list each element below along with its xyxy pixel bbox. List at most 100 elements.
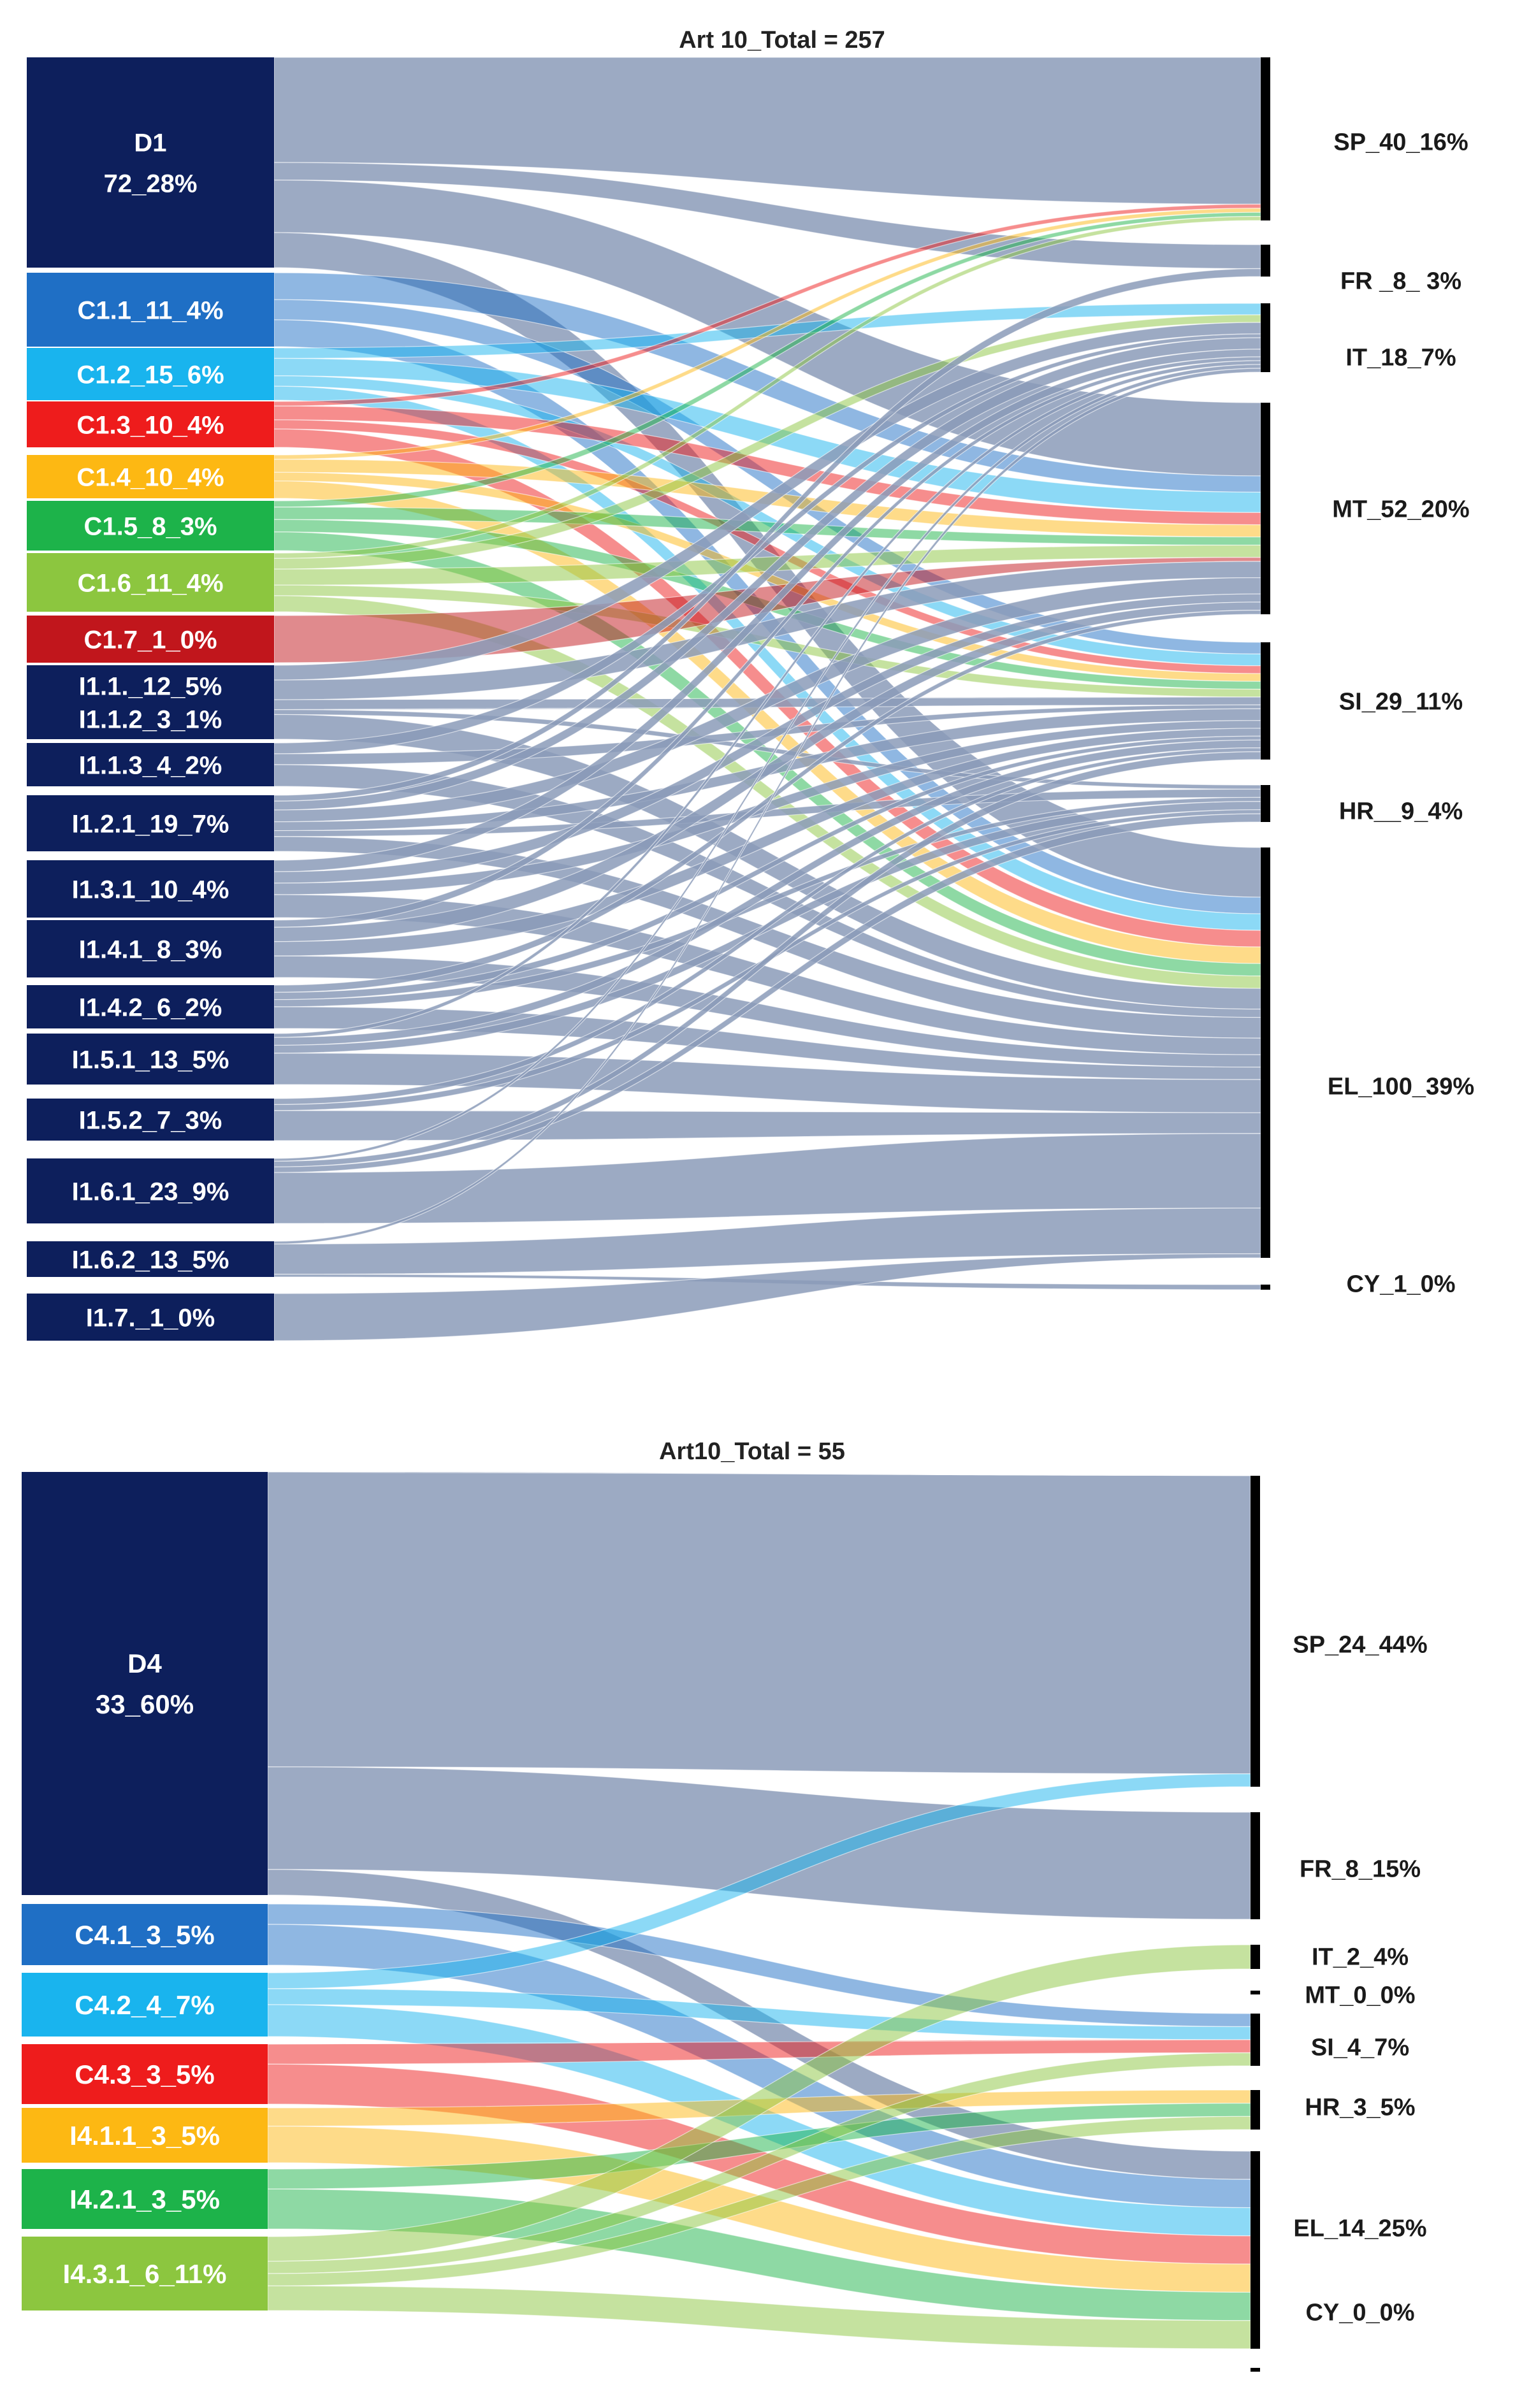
target-node-mt: MT_0_0% [1250,1982,1416,2009]
target-label-si: SI_4_7% [1311,2035,1409,2061]
source-label-c1-7: C1.7_1_0% [83,626,217,654]
source-node-i1-6-1: I1.6.1_23_9% [27,1158,274,1223]
source-node-i4-3-1: I4.3.1_6_11% [22,2237,268,2311]
source-label-d1: D1 [134,129,166,157]
source-box-i1-4-2 [27,985,274,1028]
source-label-d1: 72_28% [104,169,198,198]
source-node-d4: D4 33_60% [22,1472,268,1895]
source-label-i1-5-2: I1.5.2_7_3% [79,1106,222,1134]
source-label-c4-2: C4.2_4_7% [75,1990,215,2020]
source-node-i1-2-1: I1.2.1_19_7% [27,795,274,851]
source-box-i1-2-1 [27,795,274,851]
target-label-fr: FR_8_15% [1300,1856,1421,1883]
flow-layer [267,1471,1251,2349]
target-label-it: IT_18_7% [1345,345,1456,371]
source-label-i1-1: I1.1.2_3_1% [79,705,222,733]
target-node-cy: CY_0_0% [1250,2300,1415,2372]
target-bar-it [1250,1945,1260,1969]
target-bar-sp [1261,57,1270,220]
source-box-c1-5 [27,501,274,551]
source-box-i1-6-1 [27,1158,274,1223]
source-node-i1-4-1: I1.4.1_8_3% [27,920,274,977]
target-label-cy: CY_1_0% [1346,1271,1455,1298]
target-label-cy: CY_0_0% [1305,2300,1414,2326]
source-node-i1-1-3: I1.1.3_4_2% [27,743,274,786]
source-label-c1-6: C1.6_11_4% [77,569,223,597]
target-node-hr: HR_3_5% [1250,2090,1416,2130]
source-node-layer: D1 72_28% C1.1_11_4% C1.2_15_6% C1.3_10_4% C1… [27,57,274,1341]
target-bar-si [1261,642,1270,760]
target-bar-el [1261,847,1270,1258]
source-label-i1-4-1: I1.4.1_8_3% [79,935,222,963]
chart-title: Art 10_Total = 257 [679,27,885,54]
source-box-i1-6-2 [27,1241,274,1277]
target-node-fr: FR_8_15% [1250,1812,1421,1919]
target-label-sp: SP_40_16% [1333,129,1468,156]
chart-title: Art10_Total = 55 [659,1438,845,1465]
sankey-panel-art10-total-257: Art 10_Total = 257 D1 72_28% C1.1_11_4% C1.… [27,27,1474,1341]
source-label-i1-5-1: I1.5.1_13_5% [72,1046,229,1074]
source-label-i1-1: I1.1._12_5% [79,672,222,700]
target-node-it: IT_18_7% [1261,303,1456,372]
target-bar-el [1250,2151,1260,2349]
target-bar-it [1261,303,1270,372]
source-label-i1-1-3: I1.1.3_4_2% [79,751,222,779]
target-label-mt: MT_52_20% [1332,496,1469,523]
source-label-c1-2: C1.2_15_6% [76,361,224,389]
source-label-c1-3: C1.3_10_4% [76,411,224,439]
source-box-c4-3 [22,2044,268,2104]
target-node-si: SI_4_7% [1250,2014,1409,2066]
source-node-i1-5-2: I1.5.2_7_3% [27,1099,274,1141]
source-box-i4-2-1 [22,2169,268,2229]
target-bar-si [1250,2014,1260,2066]
source-label-c4-3: C4.3_3_5% [75,2059,215,2089]
target-node-sp: SP_40_16% [1261,57,1468,220]
source-label-i1-3-1: I1.3.1_10_4% [72,876,229,904]
source-box-c1-1 [27,273,274,347]
source-label-i4-2-1: I4.2.1_3_5% [69,2184,220,2214]
flow-layer [273,57,1261,1341]
target-label-hr: HR__9_4% [1339,798,1463,825]
source-box-c1-3 [27,401,274,447]
source-node-c4-1: C4.1_3_5% [22,1904,268,1965]
source-node-i1-6-2: I1.6.2_13_5% [27,1241,274,1277]
target-label-mt: MT_0_0% [1305,1982,1415,2009]
target-bar-mt [1261,403,1270,614]
target-node-hr: HR__9_4% [1261,785,1463,825]
source-box-i1-3-1 [27,860,274,918]
source-node-c1-6: C1.6_11_4% [27,553,274,612]
target-bar-fr [1261,245,1270,277]
target-label-si: SI_29_11% [1339,689,1463,716]
source-node-i4-1-1: I4.1.1_3_5% [22,2108,268,2163]
source-node-i1-3-1: I1.3.1_10_4% [27,860,274,918]
source-box-i1-7 [27,1294,274,1341]
target-label-el: EL_14_25% [1293,2216,1426,2242]
source-node-c1-3: C1.3_10_4% [27,401,274,447]
target-bar-hr [1261,785,1270,822]
source-label-i1-4-2: I1.4.2_6_2% [79,993,222,1021]
source-box-c4-2 [22,1973,268,2037]
source-box-i1-5-2 [27,1099,274,1141]
source-label-i1-2-1: I1.2.1_19_7% [72,810,229,838]
source-box-d1 [27,57,274,268]
source-node-i1-1: I1.1._12_5% I1.1.2_3_1% [27,665,274,739]
source-node-i1-4-2: I1.4.2_6_2% [27,985,274,1028]
source-node-c1-1: C1.1_11_4% [27,273,274,347]
source-node-i4-2-1: I4.2.1_3_5% [22,2169,268,2229]
source-box-c1-6 [27,553,274,612]
target-label-fr: FR _8_ 3% [1340,268,1461,295]
source-label-d4: 33_60% [96,1689,194,1719]
source-label-i1-6-1: I1.6.1_23_9% [72,1178,229,1206]
source-node-c1-4: C1.4_10_4% [27,455,274,498]
source-label-c1-4: C1.4_10_4% [76,463,224,491]
source-node-layer: D4 33_60% C4.1_3_5% C4.2_4_7% C4.3_3_5% I4.1.… [22,1472,268,2311]
source-box-c4-1 [22,1904,268,1965]
target-node-el: EL_100_39% [1261,847,1474,1258]
source-box-i1-1-3 [27,743,274,786]
source-node-c1-7: C1.7_1_0% [27,616,274,663]
target-bar-sp [1250,1476,1260,1787]
source-label-i1-7: I1.7._1_0% [86,1304,215,1332]
target-node-fr: FR _8_ 3% [1261,245,1461,295]
target-node-layer: SP_40_16% FR _8_ 3% IT_18_7% MT_52_20% SI_29… [1261,57,1474,1298]
